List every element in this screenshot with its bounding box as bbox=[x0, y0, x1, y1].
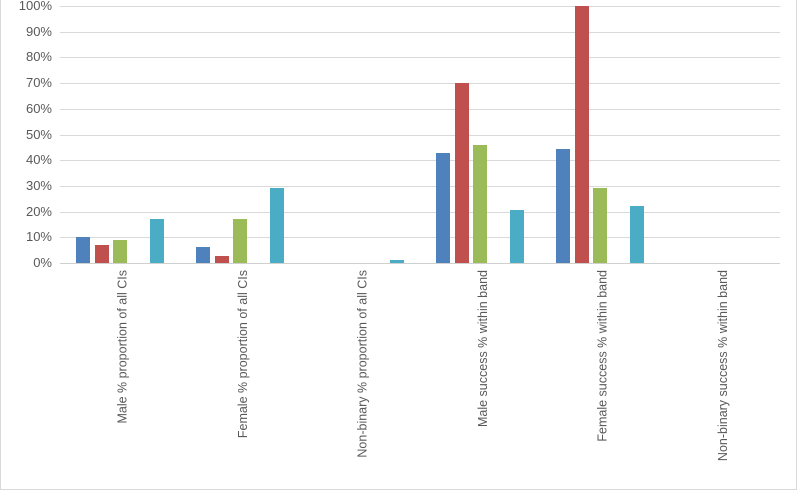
bar[interactable] bbox=[574, 6, 589, 263]
y-tick-label: 100% bbox=[18, 0, 52, 13]
y-tick-label: 20% bbox=[25, 203, 52, 219]
bar[interactable] bbox=[94, 245, 109, 263]
x-tick-label-text: Male % proportion of all CIs bbox=[116, 270, 130, 424]
bar[interactable] bbox=[436, 152, 450, 263]
x-tick-label: Male % proportion of all CIs bbox=[110, 270, 130, 480]
bar[interactable] bbox=[390, 260, 404, 263]
gridline bbox=[60, 160, 780, 162]
y-tick-label: 90% bbox=[25, 23, 52, 39]
gridline bbox=[60, 83, 780, 85]
bar[interactable] bbox=[510, 210, 524, 263]
x-tick-label-text: Non-binary % proportion of all CIs bbox=[356, 270, 370, 458]
y-tick-label: 0% bbox=[33, 255, 52, 270]
y-tick-label: 80% bbox=[25, 49, 52, 65]
y-tick-label: 30% bbox=[25, 177, 52, 193]
x-axis-line bbox=[60, 263, 780, 264]
x-tick-label-text: Non-binary success % within band bbox=[716, 270, 730, 462]
x-tick-label: Female % proportion of all CIs bbox=[230, 270, 250, 480]
x-tick-label: Non-binary success % within band bbox=[710, 270, 730, 480]
bar[interactable] bbox=[150, 219, 164, 263]
x-tick-label: Non-binary % proportion of all CIs bbox=[350, 270, 370, 480]
y-tick-label: 70% bbox=[25, 75, 52, 91]
bar[interactable] bbox=[196, 246, 210, 263]
gridline bbox=[60, 237, 780, 239]
y-tick-label: 10% bbox=[25, 229, 52, 245]
bar[interactable] bbox=[76, 237, 90, 263]
y-tick-label: 60% bbox=[25, 100, 52, 116]
bar[interactable] bbox=[473, 144, 487, 263]
gridline bbox=[60, 6, 780, 7]
x-tick-label-text: Female success % within band bbox=[596, 270, 610, 442]
bar[interactable] bbox=[630, 206, 644, 263]
bar[interactable] bbox=[214, 256, 229, 263]
gridline bbox=[60, 211, 780, 213]
bar[interactable] bbox=[556, 148, 570, 263]
x-tick-label-text: Male success % within band bbox=[476, 270, 490, 428]
bar[interactable] bbox=[113, 239, 127, 263]
x-tick-label-text: Female % proportion of all CIs bbox=[236, 270, 250, 439]
bar[interactable] bbox=[270, 188, 284, 263]
gridline bbox=[60, 108, 780, 110]
x-tick-label: Male success % within band bbox=[470, 270, 490, 480]
y-tick-label: 40% bbox=[25, 152, 52, 168]
gridline bbox=[60, 31, 780, 33]
plot-area bbox=[60, 6, 780, 264]
gridline bbox=[60, 185, 780, 187]
gridline bbox=[60, 57, 780, 59]
bar[interactable] bbox=[233, 219, 247, 263]
bar[interactable] bbox=[454, 83, 469, 263]
bar[interactable] bbox=[593, 188, 607, 263]
x-tick-label: Female success % within band bbox=[590, 270, 610, 480]
gridline bbox=[60, 134, 780, 136]
y-tick-label: 50% bbox=[25, 126, 52, 142]
